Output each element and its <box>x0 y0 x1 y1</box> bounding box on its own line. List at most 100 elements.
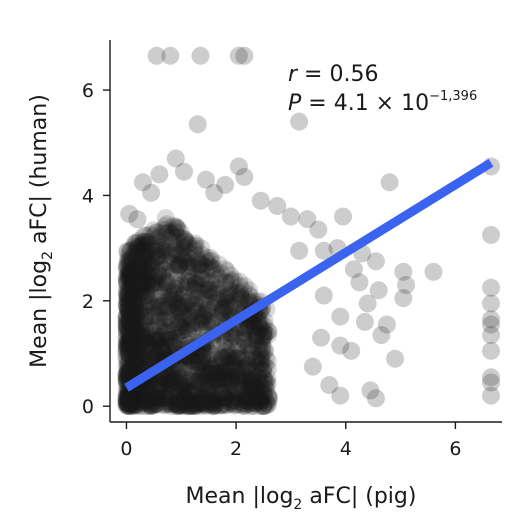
data-point <box>179 384 198 403</box>
data-point <box>145 342 164 361</box>
data-point <box>251 391 270 410</box>
data-point <box>350 273 369 292</box>
data-point <box>146 395 165 414</box>
data-point <box>160 374 179 393</box>
data-point <box>222 345 241 364</box>
data-point <box>140 384 159 403</box>
data-point <box>234 379 253 398</box>
data-point <box>155 387 174 406</box>
data-point <box>193 361 212 380</box>
data-point <box>118 394 137 413</box>
data-point <box>118 341 137 360</box>
data-point <box>135 387 154 406</box>
data-point <box>185 279 204 298</box>
data-point <box>243 393 262 412</box>
data-point <box>252 346 271 365</box>
data-point <box>158 273 177 292</box>
data-point <box>154 241 173 260</box>
data-point <box>142 395 161 414</box>
data-point <box>127 395 146 414</box>
data-point <box>182 382 201 401</box>
data-point <box>197 374 216 393</box>
data-point <box>160 389 179 408</box>
data-point <box>237 391 256 410</box>
data-point <box>120 291 139 310</box>
data-point <box>154 220 173 239</box>
data-point <box>219 342 238 361</box>
data-point <box>192 385 211 404</box>
data-point <box>123 270 142 289</box>
data-point <box>208 379 227 398</box>
data-point <box>118 300 137 319</box>
data-point <box>222 395 241 414</box>
data-point <box>205 285 224 304</box>
data-point <box>166 372 185 391</box>
data-point <box>139 245 158 264</box>
data-point <box>240 281 259 300</box>
data-point <box>202 392 221 411</box>
data-point <box>232 376 251 395</box>
data-point <box>166 279 185 298</box>
data-point <box>167 233 186 252</box>
data-point <box>143 275 162 294</box>
data-point <box>192 261 211 280</box>
data-point <box>208 377 227 396</box>
data-point <box>182 394 201 413</box>
data-point <box>149 265 168 284</box>
data-point <box>169 371 188 390</box>
data-point <box>135 309 154 328</box>
data-point <box>141 396 160 415</box>
data-point <box>238 351 257 370</box>
data-point <box>183 319 202 338</box>
data-point <box>123 391 142 410</box>
data-point <box>148 289 167 308</box>
data-point <box>197 358 216 377</box>
data-point <box>202 394 221 413</box>
data-point <box>150 317 169 336</box>
data-point <box>144 226 163 245</box>
data-point <box>229 283 248 302</box>
data-point <box>252 354 271 373</box>
data-point <box>190 372 209 391</box>
data-point <box>145 374 164 393</box>
data-point <box>227 339 246 358</box>
data-point <box>154 371 173 390</box>
data-point <box>126 344 145 363</box>
data-point <box>210 396 229 415</box>
data-point <box>119 318 138 337</box>
correlation-annotation: r = 0.56 <box>288 62 378 87</box>
data-point <box>137 281 156 300</box>
data-point <box>133 315 152 334</box>
data-point <box>194 307 213 326</box>
data-point <box>145 298 164 317</box>
data-point <box>132 253 151 272</box>
data-point <box>190 314 209 333</box>
data-point <box>145 273 164 292</box>
data-point <box>161 331 180 350</box>
data-point <box>184 302 203 321</box>
data-point <box>149 333 168 352</box>
data-point <box>190 358 209 377</box>
data-point <box>193 269 212 288</box>
data-point <box>129 237 148 256</box>
data-point <box>482 386 501 405</box>
data-point <box>122 328 141 347</box>
data-point <box>235 46 254 65</box>
data-point <box>121 311 140 330</box>
data-point <box>139 272 158 291</box>
data-point <box>118 291 137 310</box>
data-point <box>168 300 187 319</box>
data-point <box>123 389 142 408</box>
data-point <box>121 391 140 410</box>
data-point <box>204 392 223 411</box>
data-point <box>156 337 175 356</box>
data-point <box>193 347 212 366</box>
data-point <box>162 225 181 244</box>
data-point <box>201 306 220 325</box>
data-point <box>136 286 155 305</box>
data-point <box>223 372 242 391</box>
data-point <box>254 397 273 416</box>
data-point <box>194 394 213 413</box>
data-point <box>121 306 140 325</box>
data-point <box>124 275 143 294</box>
